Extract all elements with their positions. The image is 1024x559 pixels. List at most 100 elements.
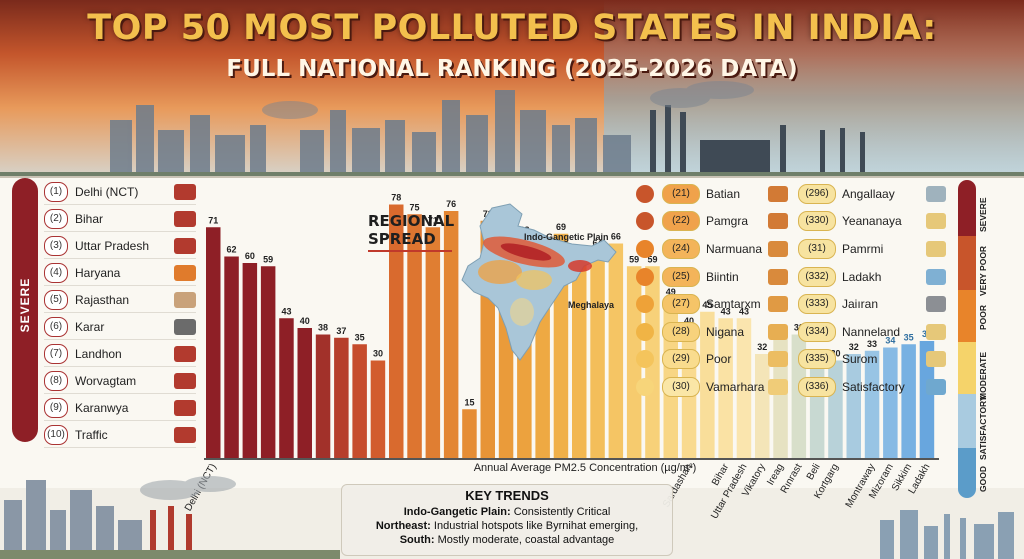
state-name: Biintin	[706, 269, 739, 284]
city-skyline	[0, 81, 1024, 180]
list-item: (3) Uttar Pradesh	[44, 232, 196, 259]
state-name: Samtarxm	[706, 297, 761, 312]
chart-caption: Annual Average PM2.5 Concentration (µg/m…	[473, 462, 697, 474]
list-item: (330) Yeananaya	[798, 208, 946, 236]
factory-icon	[926, 185, 946, 202]
trend-line-south: South: Mostly moderate, coastal advantag…	[342, 533, 672, 547]
state-name: Vamarhara	[706, 379, 765, 394]
list-item: (333) Jaiıran	[798, 290, 946, 318]
severity-dot	[636, 184, 654, 203]
rank-number: (21)	[662, 183, 700, 204]
pollution-icon	[174, 183, 196, 200]
list-item: (30) Vamarhara	[636, 373, 788, 401]
severity-dot	[636, 267, 654, 286]
list-item: (22) Pamgra	[636, 208, 788, 236]
scale-label-very-poor: VERY POOR	[978, 245, 988, 296]
factory-icon	[768, 351, 788, 368]
list-item: (21) Batian	[636, 180, 788, 208]
rank-number: (1)	[44, 181, 68, 202]
rank-number: (5)	[44, 289, 68, 310]
state-name: Landhon	[75, 346, 122, 361]
title-underline	[368, 250, 452, 252]
list-item: (334) Nanneland	[798, 318, 946, 346]
severity-bar: SEVERE	[12, 178, 38, 442]
page-title: TOP 50 MOST POLLUTED STATES IN INDIA:	[87, 8, 937, 48]
rank-number: (29)	[662, 349, 700, 370]
state-name: Rajasthan	[75, 292, 130, 307]
list-item: (7) Landhon	[44, 340, 196, 367]
rank-number: (296)	[798, 183, 836, 204]
severity-dot	[636, 377, 654, 396]
state-name: Karar	[75, 319, 105, 334]
state-name: Yeananaya	[842, 214, 902, 229]
rank-number: (334)	[798, 321, 836, 342]
factory-icon	[926, 240, 946, 257]
factory-icon	[768, 323, 788, 340]
regional-title-line1: REGIONAL	[368, 212, 455, 230]
map-label-meghalaya: Meghalaya	[568, 300, 615, 310]
rank-number: (9)	[44, 397, 68, 418]
trend-text: Industrial hotspots like Byrnihat emergi…	[430, 520, 639, 532]
scale-poor	[958, 290, 976, 342]
right-ranking-list: (296) Angallaay (330) Yeananaya (31) Pamrmi…	[798, 180, 946, 401]
list-item: (27) Samtarxm	[636, 290, 788, 318]
state-name: Delhi (NCT)	[75, 184, 139, 199]
state-name: Uttar Pradesh	[75, 238, 150, 253]
factory-icon	[174, 210, 196, 227]
key-trends-title: KEY TRENDS	[465, 488, 549, 503]
left-ranking-list: (1) Delhi (NCT) (2) Bihar (3) Uttar Pradesh…	[44, 178, 196, 448]
state-name: Nigana	[706, 324, 745, 339]
factory-icon	[768, 378, 788, 395]
page-subtitle: FULL NATIONAL RANKING (2025-2026 DATA)	[226, 56, 798, 82]
rank-number: (31)	[798, 238, 836, 259]
state-name: Karanwya	[75, 400, 129, 415]
scale-label-good: GOOD	[978, 466, 988, 492]
state-name: Pamrmi	[842, 241, 884, 256]
dust-icon	[174, 291, 196, 308]
car-icon	[174, 426, 196, 443]
list-item: (8) Worvagtam	[44, 367, 196, 394]
list-item: (336) Satisfactory	[798, 373, 946, 401]
regional-title-line2: SPREAD	[368, 230, 436, 248]
bottom-right-skyline	[880, 510, 1014, 559]
key-trends-box: KEY TRENDS Indo-Gangetic Plain: Consiste…	[341, 484, 673, 556]
rank-number: (27)	[662, 294, 700, 315]
rank-number: (330)	[798, 211, 836, 232]
trend-line-northeast: Northeast: Industrial hotspots like Byrn…	[342, 519, 672, 533]
list-item: (31) Pamrmi	[798, 235, 946, 263]
list-item: (9) Karanwya	[44, 394, 196, 421]
state-name: Jaiıran	[842, 297, 879, 312]
list-item: (1) Delhi (NCT)	[44, 178, 196, 205]
state-name: Poor	[706, 352, 732, 367]
trend-text: Consistently Critical	[510, 506, 611, 518]
rank-number: (30)	[662, 376, 700, 397]
rank-number: (333)	[798, 294, 836, 315]
list-item: (332) Ladakh	[798, 263, 946, 291]
truck-icon	[174, 318, 196, 335]
aqi-scale	[958, 180, 976, 498]
rank-number: (332)	[798, 266, 836, 287]
factory-icon	[174, 345, 196, 362]
state-name: Satisfactory	[842, 379, 905, 394]
map-label-igp: Indo-Gangetic Plain	[524, 232, 609, 242]
scale-label-severe: SEVERE	[978, 197, 988, 233]
rank-number: (24)	[662, 238, 700, 259]
factory-icon	[926, 351, 946, 368]
trend-text: Mostly moderate, coastal advantage	[434, 534, 615, 546]
trend-label: Northeast:	[375, 520, 431, 532]
rank-number: (28)	[662, 321, 700, 342]
list-item: (5) Rajasthan	[44, 286, 196, 313]
rank-number: (8)	[44, 370, 68, 391]
list-item: (335) Surom	[798, 346, 946, 374]
factory-icon	[926, 323, 946, 340]
rank-number: (10)	[44, 424, 68, 445]
rank-number: (4)	[44, 262, 68, 283]
list-item: (4) Haryana	[44, 259, 196, 286]
list-item: (2) Bihar	[44, 205, 196, 232]
scale-severe	[958, 180, 976, 236]
scale-moderate	[958, 342, 976, 394]
rank-number: (335)	[798, 349, 836, 370]
severity-dot	[636, 239, 654, 258]
severity-dot	[636, 350, 654, 369]
smoke-icon	[926, 296, 946, 313]
